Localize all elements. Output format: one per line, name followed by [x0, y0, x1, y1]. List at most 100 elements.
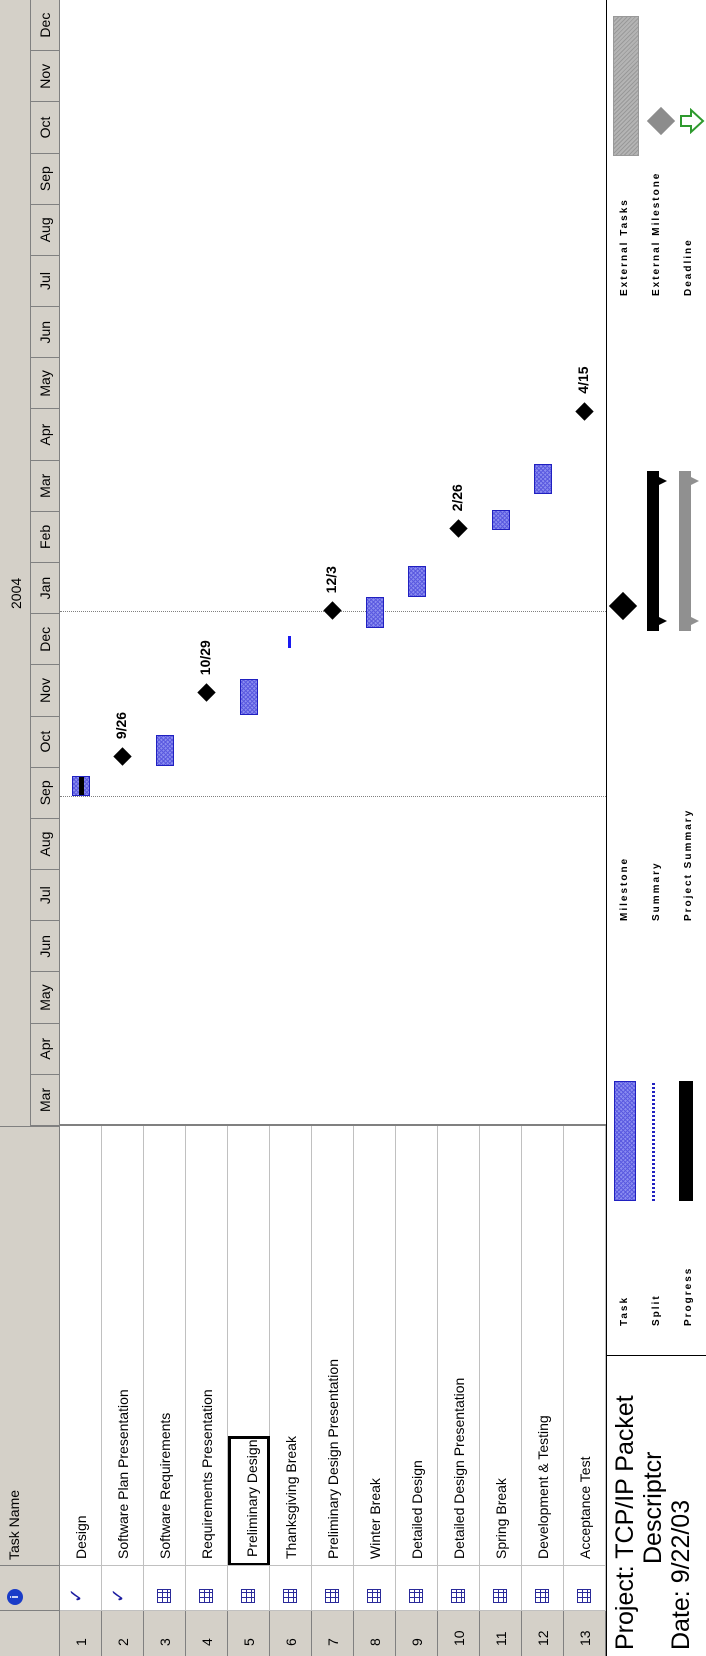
- legend-summary-swatch: [647, 471, 659, 631]
- task-name[interactable]: Design: [60, 1126, 102, 1566]
- legend-split-label: Split: [651, 1294, 662, 1326]
- task-name[interactable]: Acceptance Test: [564, 1126, 606, 1566]
- month-header: Mar: [30, 1074, 60, 1126]
- legend-milestone-swatch: [608, 591, 638, 621]
- legend-project-summary-swatch: [679, 471, 691, 631]
- task-table: 1 ✓ Design 2 ✓ Software Plan Presentation 3 Sof…: [60, 1126, 606, 1656]
- table-row[interactable]: 10 Detailed Design Presentation: [438, 1126, 480, 1656]
- project-line: Project: TCP/IP Packet: [611, 1395, 639, 1650]
- task-name-header[interactable]: Task Name: [6, 1489, 22, 1560]
- task-name[interactable]: Winter Break: [354, 1126, 396, 1566]
- row-number[interactable]: 1: [60, 1611, 102, 1656]
- legend-project-summary-end-left: [679, 611, 699, 631]
- milestone-date-label: 12/3: [323, 566, 339, 594]
- table-row[interactable]: 7 Preliminary Design Presentation: [312, 1126, 354, 1656]
- milestone-diamond[interactable]: [113, 747, 132, 766]
- task-bar[interactable]: [156, 735, 174, 766]
- table-row[interactable]: 6 Thanksgiving Break: [270, 1126, 312, 1656]
- table-row[interactable]: 2 ✓ Software Plan Presentation: [102, 1126, 144, 1656]
- legend-external-milestone-swatch: [646, 106, 676, 136]
- legend-external-tasks-swatch: [613, 16, 639, 156]
- month-header: Jan: [30, 563, 60, 615]
- table-row[interactable]: 4 Requirements Presentation: [186, 1126, 228, 1656]
- month-header: Feb: [30, 511, 60, 563]
- row-number[interactable]: 12: [522, 1611, 564, 1656]
- info-icon: i: [7, 1589, 23, 1605]
- milestone-diamond[interactable]: [197, 683, 216, 702]
- progress-bar: [79, 776, 84, 796]
- table-row[interactable]: 12 Development & Testing: [522, 1126, 564, 1656]
- table-row[interactable]: 3 Software Requirements: [144, 1126, 186, 1656]
- task-bar[interactable]: [72, 775, 90, 797]
- header-divider: [0, 1565, 60, 1566]
- month-header: Oct: [30, 716, 60, 768]
- gantt-chart: 9/26 10/29 12/3 2/26 4/15: [60, 0, 606, 1126]
- task-name[interactable]: Preliminary Design: [228, 1436, 270, 1566]
- row-number[interactable]: 7: [312, 1611, 354, 1656]
- header-divider: [0, 1610, 60, 1611]
- row-number[interactable]: 4: [186, 1611, 228, 1656]
- task-name[interactable]: Development & Testing: [522, 1126, 564, 1566]
- task-name[interactable]: Thanksgiving Break: [270, 1126, 312, 1566]
- milestone-diamond[interactable]: [449, 519, 468, 539]
- task-name[interactable]: Detailed Design Presentation: [438, 1126, 480, 1566]
- month-header: Jul: [30, 870, 60, 922]
- calendar-grid-icon: [325, 1589, 339, 1603]
- month-header: May: [30, 358, 60, 410]
- table-row[interactable]: 5 Preliminary Design: [228, 1126, 270, 1656]
- task-name[interactable]: Preliminary Design Presentation: [312, 1126, 354, 1566]
- row-number[interactable]: 13: [564, 1611, 606, 1656]
- table-row[interactable]: 11 Spring Break: [480, 1126, 522, 1656]
- row-number[interactable]: 6: [270, 1611, 312, 1656]
- table-row[interactable]: 1 ✓ Design: [60, 1126, 102, 1656]
- milestone-diamond[interactable]: [575, 402, 594, 421]
- row-number[interactable]: 8: [354, 1611, 396, 1656]
- calendar-grid-icon: [409, 1589, 423, 1603]
- column-divider: [60, 1565, 606, 1566]
- month-header: Sep: [30, 153, 60, 205]
- task-bar[interactable]: [408, 566, 426, 597]
- row-number[interactable]: 10: [438, 1611, 480, 1656]
- calendar-grid-icon: [493, 1589, 507, 1603]
- project-title: Project: TCP/IP Packet Descriptcr Date: …: [611, 1395, 695, 1650]
- calendar-grid-icon: [241, 1589, 255, 1603]
- month-header: Mar: [30, 460, 60, 512]
- calendar-grid-icon: [283, 1589, 297, 1603]
- gridline: [60, 795, 606, 797]
- calendar-grid-icon: [199, 1589, 213, 1603]
- task-bar[interactable]: [492, 509, 510, 531]
- legend-divider: [607, 1355, 706, 1356]
- legend-project-summary-end-right: [679, 471, 699, 491]
- month-header: Dec: [30, 0, 60, 52]
- task-name[interactable]: Software Requirements: [144, 1126, 186, 1566]
- task-bar[interactable]: [366, 596, 384, 628]
- legend-external-milestone-label: External Milestone: [651, 171, 662, 296]
- month-header: Dec: [30, 614, 60, 666]
- table-row[interactable]: 13 Acceptance Test: [564, 1126, 606, 1656]
- calendar-grid-icon: [157, 1589, 171, 1603]
- row-number[interactable]: 11: [480, 1611, 522, 1656]
- milestone-diamond[interactable]: [323, 601, 342, 621]
- row-number[interactable]: 2: [102, 1611, 144, 1656]
- legend-summary-end-right: [647, 471, 667, 491]
- task-bar[interactable]: [534, 463, 552, 495]
- table-row[interactable]: 9 Detailed Design: [396, 1126, 438, 1656]
- legend-task-swatch: [614, 1081, 636, 1201]
- task-name[interactable]: Software Plan Presentation: [102, 1126, 144, 1566]
- month-header: Apr: [30, 409, 60, 461]
- row-number[interactable]: 3: [144, 1611, 186, 1656]
- row-number[interactable]: 5: [228, 1611, 270, 1656]
- task-bar[interactable]: [288, 636, 291, 649]
- legend-summary-label: Summary: [651, 861, 662, 921]
- table-row[interactable]: 8 Winter Break: [354, 1126, 396, 1656]
- task-name[interactable]: Requirements Presentation: [186, 1126, 228, 1566]
- task-name[interactable]: Spring Break: [480, 1126, 522, 1566]
- month-header: Nov: [30, 665, 60, 717]
- legend-project-summary-label: Project Summary: [683, 808, 694, 921]
- task-name[interactable]: Detailed Design: [396, 1126, 438, 1566]
- row-number[interactable]: 9: [396, 1611, 438, 1656]
- legend-task-label: Task: [619, 1295, 630, 1326]
- month-header: May: [30, 972, 60, 1024]
- calendar-grid-icon: [451, 1589, 465, 1603]
- task-bar[interactable]: [240, 678, 258, 715]
